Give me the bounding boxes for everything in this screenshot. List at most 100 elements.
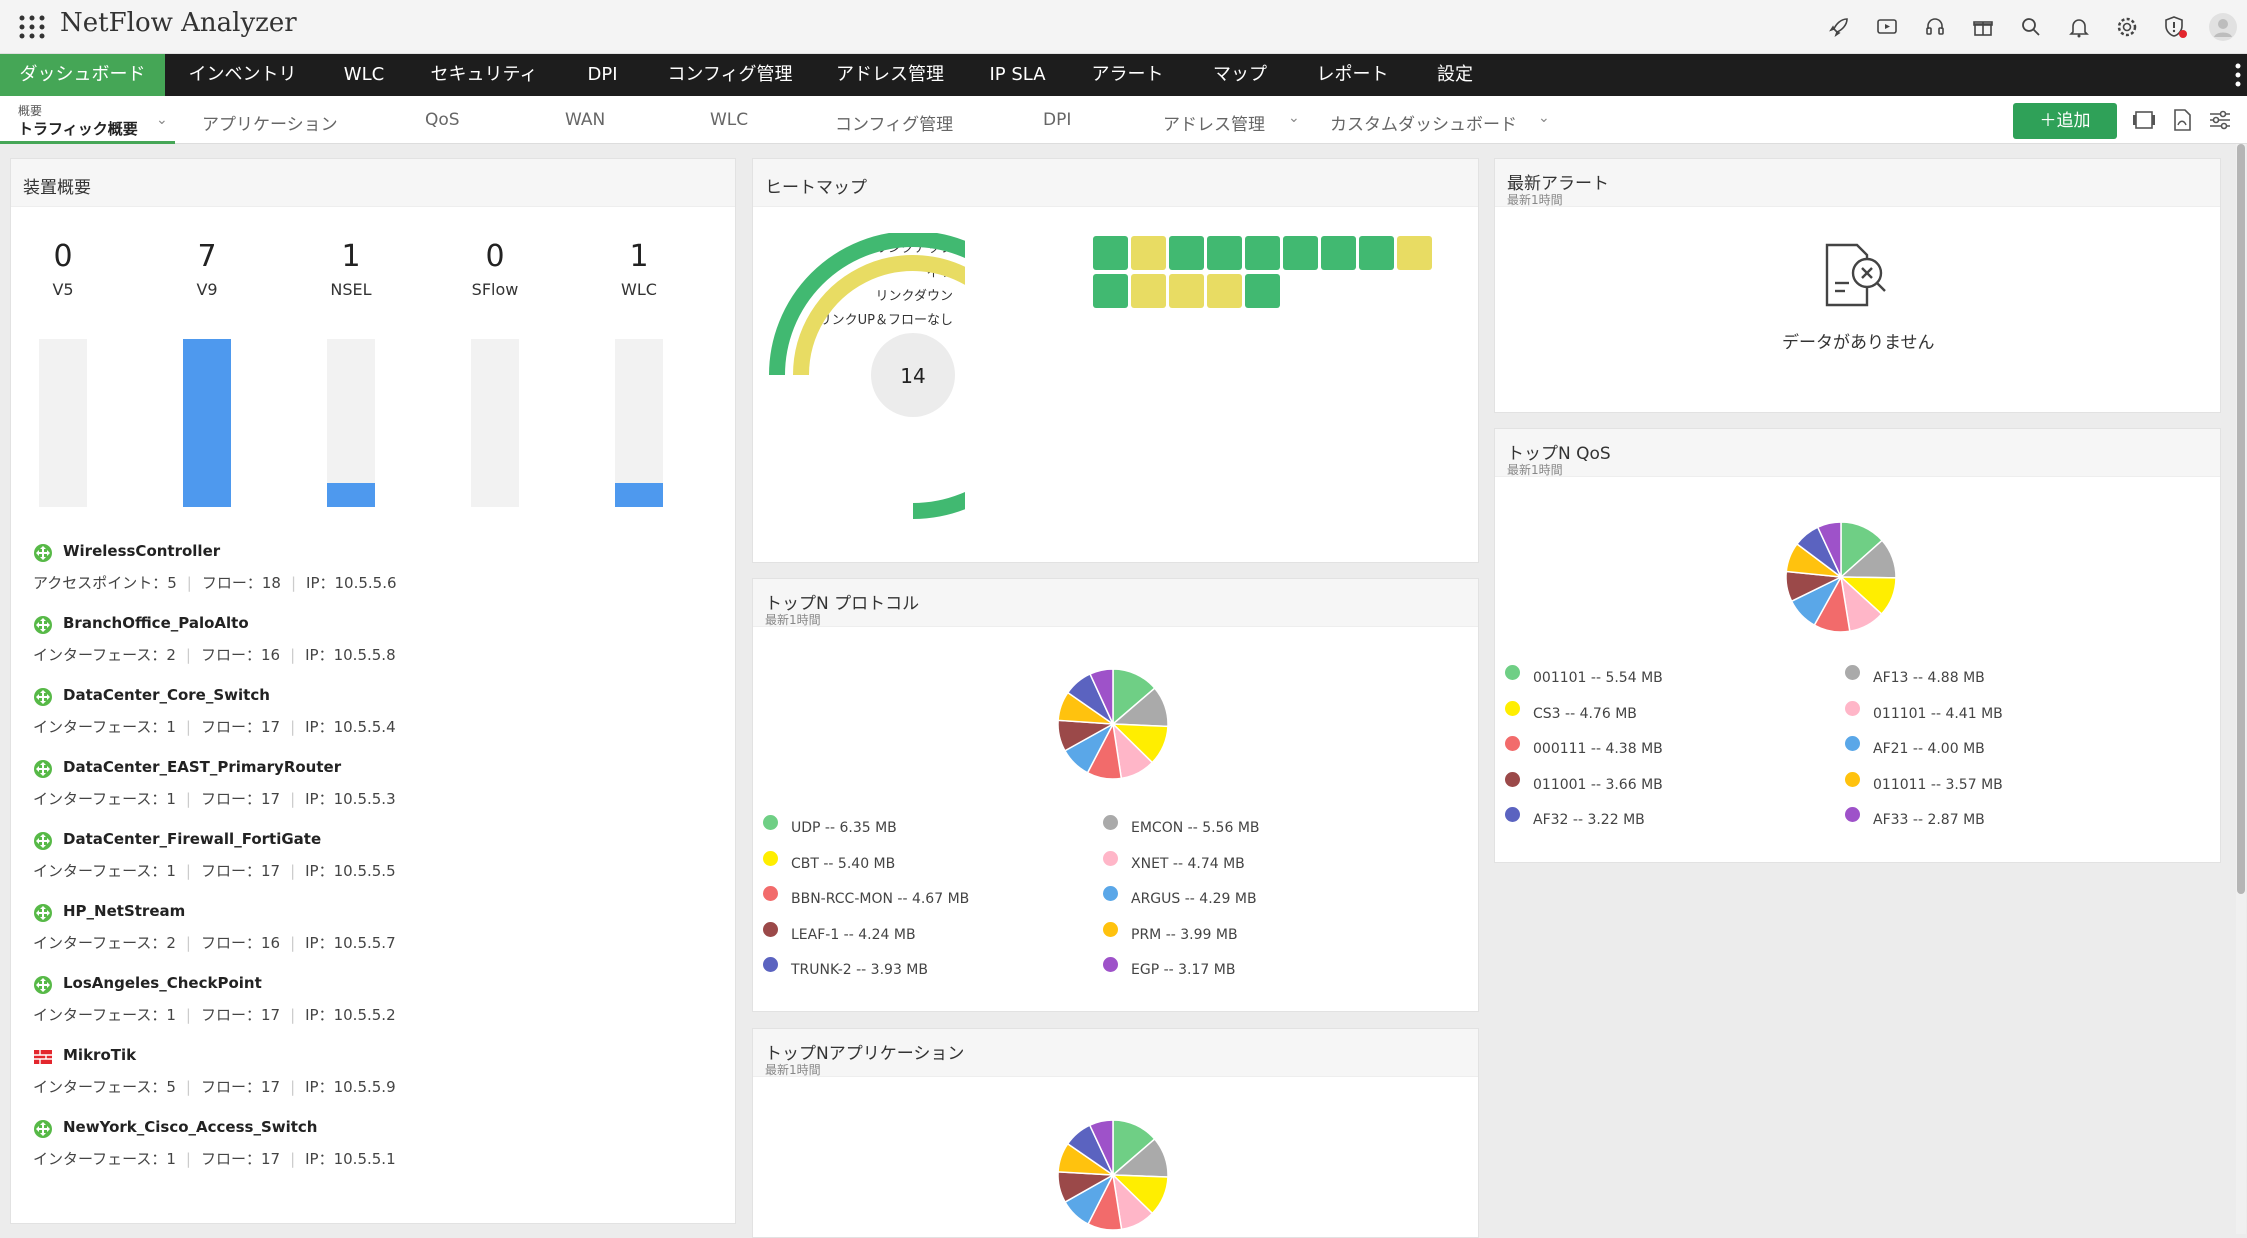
pdf-icon[interactable]: [2168, 106, 2196, 134]
legend-item-label[interactable]: XNET -- 4.74 MB: [1131, 855, 1245, 872]
legend-item-label[interactable]: AF21 -- 4.00 MB: [1873, 741, 1985, 757]
nav-security[interactable]: セキュリティ: [430, 64, 538, 85]
heatmap-cell[interactable]: [1093, 274, 1128, 308]
nav-inventory[interactable]: インベントリ: [188, 64, 297, 85]
pie-slice[interactable]: [1088, 1119, 1114, 1176]
more-vertical-icon[interactable]: [2235, 62, 2241, 88]
legend-color-dot[interactable]: [1845, 736, 1860, 751]
heatmap-cell[interactable]: [1245, 274, 1280, 308]
headset-icon[interactable]: [1911, 0, 1959, 54]
legend-color-dot[interactable]: [1845, 807, 1860, 822]
legend-color-dot[interactable]: [1845, 665, 1860, 680]
legend-color-dot[interactable]: [1103, 886, 1118, 901]
subtab-custom-dashboard[interactable]: カスタムダッシュボード: [1330, 115, 1517, 135]
app-grid-icon[interactable]: [18, 14, 46, 40]
device-name-link[interactable]: NewYork_Cisco_Access_Switch: [63, 1118, 318, 1136]
legend-item-label[interactable]: 011001 -- 3.66 MB: [1533, 776, 1663, 793]
heatmap-cell[interactable]: [1169, 236, 1204, 270]
gift-icon[interactable]: [1959, 0, 2007, 54]
heatmap-cell[interactable]: [1359, 236, 1394, 270]
legend-color-dot[interactable]: [1103, 957, 1118, 972]
pie-slice[interactable]: [1089, 668, 1114, 725]
nav-dpi[interactable]: DPI: [587, 64, 618, 85]
nav-ipsla[interactable]: IP SLA: [989, 64, 1046, 85]
nav-alerts[interactable]: アラート: [1091, 64, 1164, 85]
subtab-address[interactable]: アドレス管理: [1163, 115, 1265, 135]
device-name-link[interactable]: MikroTik: [63, 1046, 137, 1064]
chevron-down-icon[interactable]: ⌄: [156, 112, 168, 128]
legend-color-dot[interactable]: [1103, 850, 1118, 866]
device-count-bar[interactable]: [39, 339, 87, 507]
legend-color-dot[interactable]: [763, 921, 778, 937]
legend-color-dot[interactable]: [1103, 815, 1118, 830]
legend-item-label[interactable]: CS3 -- 4.76 MB: [1533, 705, 1637, 722]
device-name-link[interactable]: DataCenter_Firewall_FortiGate: [63, 830, 322, 848]
legend-color-dot[interactable]: [1505, 700, 1520, 716]
add-button[interactable]: ＋追加: [2013, 103, 2117, 139]
legend-item-label[interactable]: BBN-RCC-MON -- 4.67 MB: [791, 891, 970, 907]
chevron-down-icon[interactable]: ⌄: [1288, 110, 1300, 126]
device-name-link[interactable]: DataCenter_EAST_PrimaryRouter: [63, 758, 342, 776]
nav-map[interactable]: マップ: [1213, 64, 1267, 85]
nav-dashboard[interactable]: ダッシュボード: [0, 54, 165, 96]
legend-item-label[interactable]: 011101 -- 4.41 MB: [1873, 705, 2003, 722]
heatmap-cell[interactable]: [1093, 236, 1128, 270]
nav-config[interactable]: コンフィグ管理: [667, 64, 793, 85]
subtab-application[interactable]: アプリケーション: [202, 115, 338, 135]
nav-wlc[interactable]: WLC: [343, 64, 385, 85]
rocket-icon[interactable]: [1815, 0, 1863, 54]
legend-color-dot[interactable]: [1505, 665, 1520, 680]
heatmap-cell[interactable]: [1283, 236, 1318, 270]
subtab-wlc[interactable]: WLC: [710, 110, 749, 130]
legend-item-label[interactable]: ARGUS -- 4.29 MB: [1131, 891, 1257, 907]
device-count-bar[interactable]: [615, 339, 663, 507]
legend-item-label[interactable]: 000111 -- 4.38 MB: [1533, 741, 1663, 757]
legend-color-dot[interactable]: [763, 886, 778, 901]
subtab-qos[interactable]: QoS: [425, 110, 460, 130]
legend-color-dot[interactable]: [1845, 771, 1860, 787]
device-name-link[interactable]: HP_NetStream: [63, 902, 186, 920]
filter-settings-icon[interactable]: [2206, 106, 2234, 134]
search-icon[interactable]: [2007, 0, 2055, 54]
legend-color-dot[interactable]: [1103, 921, 1118, 937]
nav-address[interactable]: アドレス管理: [836, 64, 944, 85]
bell-icon[interactable]: [2055, 0, 2103, 54]
heatmap-cell[interactable]: [1321, 236, 1356, 270]
device-name-link[interactable]: BranchOffice_PaloAlto: [63, 614, 249, 632]
page-scrollbar[interactable]: [2236, 144, 2246, 1234]
legend-item-label[interactable]: TRUNK-2 -- 3.93 MB: [791, 962, 928, 978]
legend-item-label[interactable]: UDP -- 6.35 MB: [791, 820, 897, 836]
device-name-link[interactable]: WirelessController: [63, 542, 221, 560]
heatmap-cell[interactable]: [1397, 236, 1432, 270]
heatmap-ring-0[interactable]: [769, 233, 965, 519]
legend-item-label[interactable]: EMCON -- 5.56 MB: [1131, 820, 1260, 836]
heatmap-cell[interactable]: [1131, 236, 1166, 270]
device-name-link[interactable]: LosAngeles_CheckPoint: [63, 974, 262, 992]
legend-item-label[interactable]: AF13 -- 4.88 MB: [1873, 670, 1985, 686]
legend-item-label[interactable]: EGP -- 3.17 MB: [1131, 962, 1236, 978]
legend-item-label[interactable]: CBT -- 5.40 MB: [791, 855, 896, 872]
legend-item-label[interactable]: AF33 -- 2.87 MB: [1873, 812, 1985, 828]
layout-icon[interactable]: [2130, 106, 2158, 134]
heatmap-cell[interactable]: [1245, 236, 1280, 270]
legend-item-label[interactable]: 011011 -- 3.57 MB: [1873, 776, 2003, 793]
subtab-dpi[interactable]: DPI: [1043, 110, 1072, 130]
legend-color-dot[interactable]: [763, 815, 778, 830]
legend-color-dot[interactable]: [1505, 736, 1520, 751]
pie-slice[interactable]: [1816, 521, 1842, 578]
device-name-link[interactable]: DataCenter_Core_Switch: [63, 686, 270, 704]
heatmap-cell[interactable]: [1207, 274, 1242, 308]
device-count-bar[interactable]: [471, 339, 519, 507]
nav-reports[interactable]: レポート: [1316, 64, 1389, 85]
heatmap-cell[interactable]: [1207, 236, 1242, 270]
legend-color-dot[interactable]: [763, 850, 778, 866]
heatmap-cell[interactable]: [1169, 274, 1204, 308]
legend-item-label[interactable]: LEAF-1 -- 4.24 MB: [791, 926, 916, 943]
legend-item-label[interactable]: PRM -- 3.99 MB: [1131, 926, 1238, 943]
heatmap-ring-1[interactable]: [793, 255, 965, 376]
video-icon[interactable]: [1863, 0, 1911, 54]
subtab-config[interactable]: コンフィグ管理: [835, 115, 954, 135]
legend-color-dot[interactable]: [763, 957, 778, 972]
device-count-bar[interactable]: [183, 339, 231, 507]
subtab-traffic-overview[interactable]: 概要 トラフィック概要 ⌄: [0, 96, 175, 144]
